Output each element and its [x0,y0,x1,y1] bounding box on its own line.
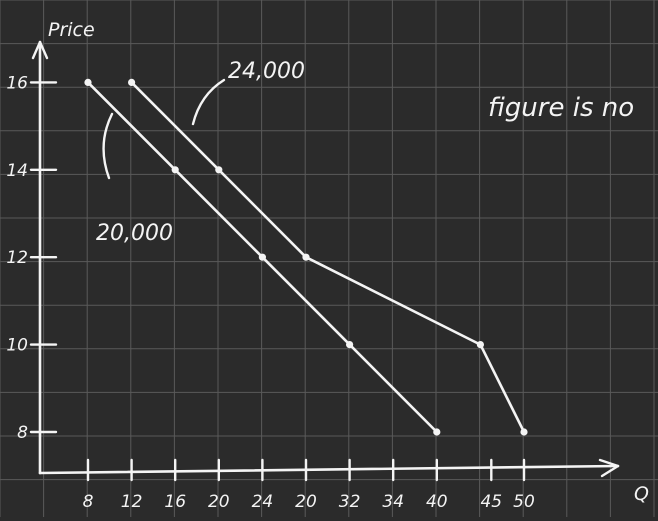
data-point [476,341,484,349]
x-tick-label: 34 [382,492,404,512]
label-24000-pointer [191,78,226,126]
y-axis-arrow-icon [31,40,49,60]
x-tick-label: 20 [208,492,230,512]
data-point [215,166,223,174]
annotation-note: figure is no [488,93,634,123]
series-group [84,78,528,436]
x-axis-arrow-icon [598,458,620,478]
series-labels: 24,000 20,000 figure is no [96,59,634,246]
series-label-20000: 20,000 [96,221,173,246]
y-tick-label: 12 [6,248,28,268]
data-point [302,253,310,261]
x-tick-label: 12 [121,492,143,512]
data-point [346,341,354,349]
label-20000-pointer [102,112,114,180]
x-tick-label: 16 [164,492,186,512]
data-point [128,78,136,86]
x-tick-label: 32 [339,492,361,512]
tick-marks: 8 12 16 20 24 20 32 34 40 45 50 16 14 12 10 8 [6,73,534,512]
data-point [258,253,266,261]
series-label-24000: 24,000 [228,59,305,84]
y-tick-label: 8 [17,423,28,443]
y-tick-label: 16 [6,73,28,93]
y-tick-label: 10 [6,336,28,356]
x-tick-label: 40 [426,492,448,512]
x-tick-label: 45 [480,492,502,512]
y-axis-title: Price [48,19,95,41]
x-tick-label: 8 [83,492,94,512]
data-point [433,428,441,436]
data-point [171,166,179,174]
data-point [84,78,92,86]
x-tick-label: 20 [295,492,317,512]
x-axis-line [38,464,620,475]
x-tick-label: 50 [513,492,535,512]
x-axis-title: Q [634,483,649,505]
data-point [520,428,528,436]
x-tick-label: 24 [252,492,274,512]
y-tick-label: 14 [6,161,28,181]
series-line-24000 [130,81,526,434]
